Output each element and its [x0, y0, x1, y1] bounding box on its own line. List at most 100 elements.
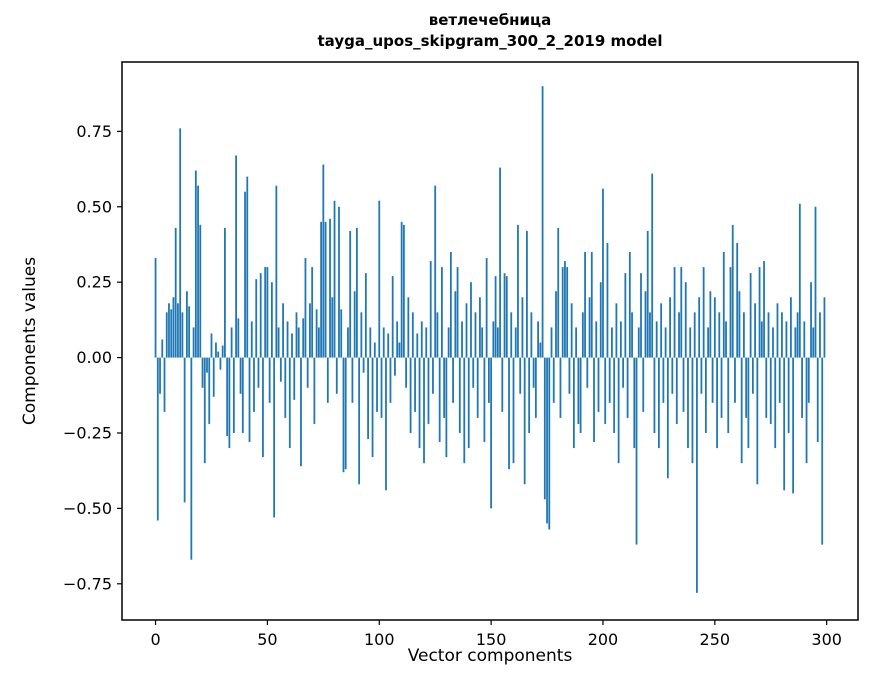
- bar: [411, 312, 414, 358]
- bar: [441, 267, 443, 358]
- bar: [342, 357, 345, 473]
- bar: [619, 321, 622, 358]
- bar: [291, 333, 293, 358]
- bar: [745, 357, 748, 418]
- bar: [443, 357, 446, 418]
- bar: [798, 203, 801, 358]
- bar: [523, 357, 526, 485]
- bar: [631, 312, 633, 358]
- bar: [177, 303, 179, 358]
- bar: [751, 357, 754, 394]
- bar: [315, 309, 318, 358]
- bar: [807, 357, 810, 403]
- bar: [371, 357, 374, 458]
- bar: [414, 357, 416, 412]
- bar: [700, 357, 703, 394]
- bar: [353, 291, 356, 358]
- bar: [635, 357, 638, 545]
- bar: [476, 357, 479, 418]
- bar: [783, 357, 786, 491]
- bar: [438, 357, 441, 443]
- bar: [716, 357, 718, 449]
- bar: [389, 357, 392, 403]
- bar: [369, 327, 372, 358]
- bar: [776, 303, 779, 358]
- bar: [358, 357, 361, 485]
- bar: [512, 357, 515, 464]
- y-tick-label: 0.50: [76, 197, 112, 216]
- bar: [713, 297, 716, 358]
- bar: [373, 342, 376, 358]
- bar: [718, 312, 721, 358]
- bar: [275, 185, 278, 358]
- chart-title: ветлечебница tayga_upos_skipgram_300_2_2…: [122, 10, 858, 52]
- bar: [769, 357, 772, 424]
- bar: [658, 357, 660, 449]
- bar: [224, 227, 226, 358]
- bar: [637, 327, 640, 358]
- bar: [279, 357, 282, 382]
- bar: [212, 357, 215, 397]
- bar: [642, 357, 645, 412]
- bar: [362, 357, 365, 373]
- axes-spines: [121, 61, 859, 621]
- bar: [537, 321, 539, 358]
- bar: [259, 273, 262, 358]
- bar: [584, 252, 586, 358]
- bar: [380, 357, 383, 418]
- bar: [273, 357, 276, 518]
- bar: [622, 357, 624, 388]
- bar: [487, 357, 490, 403]
- bar: [747, 357, 750, 449]
- bar: [673, 267, 676, 358]
- x-axis-label: Vector components: [407, 646, 573, 666]
- bar: [597, 357, 600, 412]
- bar: [418, 357, 421, 449]
- bar: [434, 185, 437, 358]
- bar: [257, 357, 260, 388]
- bar: [206, 357, 208, 373]
- bar: [226, 357, 229, 437]
- bar: [474, 312, 477, 358]
- bar: [738, 291, 741, 358]
- bar: [669, 297, 671, 358]
- bar: [767, 312, 770, 358]
- chart-title-line1: ветлечебница: [428, 11, 552, 29]
- bar: [772, 327, 774, 358]
- y-tick-label: −0.75: [63, 574, 112, 593]
- bar: [810, 282, 812, 358]
- bar: [168, 303, 170, 358]
- bar: [159, 357, 161, 394]
- bar: [385, 357, 387, 491]
- bar: [407, 297, 410, 358]
- bar: [326, 357, 329, 403]
- bar: [530, 312, 533, 358]
- bar: [161, 339, 164, 358]
- bar: [286, 321, 289, 358]
- bar: [174, 227, 177, 358]
- bar: [684, 282, 687, 358]
- bar: [344, 357, 347, 470]
- bar: [725, 321, 727, 358]
- bar: [232, 357, 235, 433]
- bar: [689, 327, 692, 358]
- bar: [364, 273, 367, 358]
- bar: [351, 357, 354, 403]
- bar: [590, 252, 593, 358]
- bar: [479, 297, 481, 358]
- bar: [816, 357, 819, 443]
- bar: [481, 327, 484, 358]
- bar: [577, 357, 580, 424]
- y-tick-label: −0.50: [63, 499, 112, 518]
- x-tick-label: 300: [811, 630, 842, 649]
- bar: [266, 267, 269, 358]
- bars: [154, 86, 826, 593]
- bar: [505, 276, 508, 358]
- bar: [288, 357, 291, 449]
- bar: [552, 357, 555, 403]
- bar: [255, 279, 258, 358]
- bar: [740, 357, 743, 464]
- bar: [624, 273, 627, 358]
- bar: [356, 227, 358, 358]
- bar: [394, 357, 396, 376]
